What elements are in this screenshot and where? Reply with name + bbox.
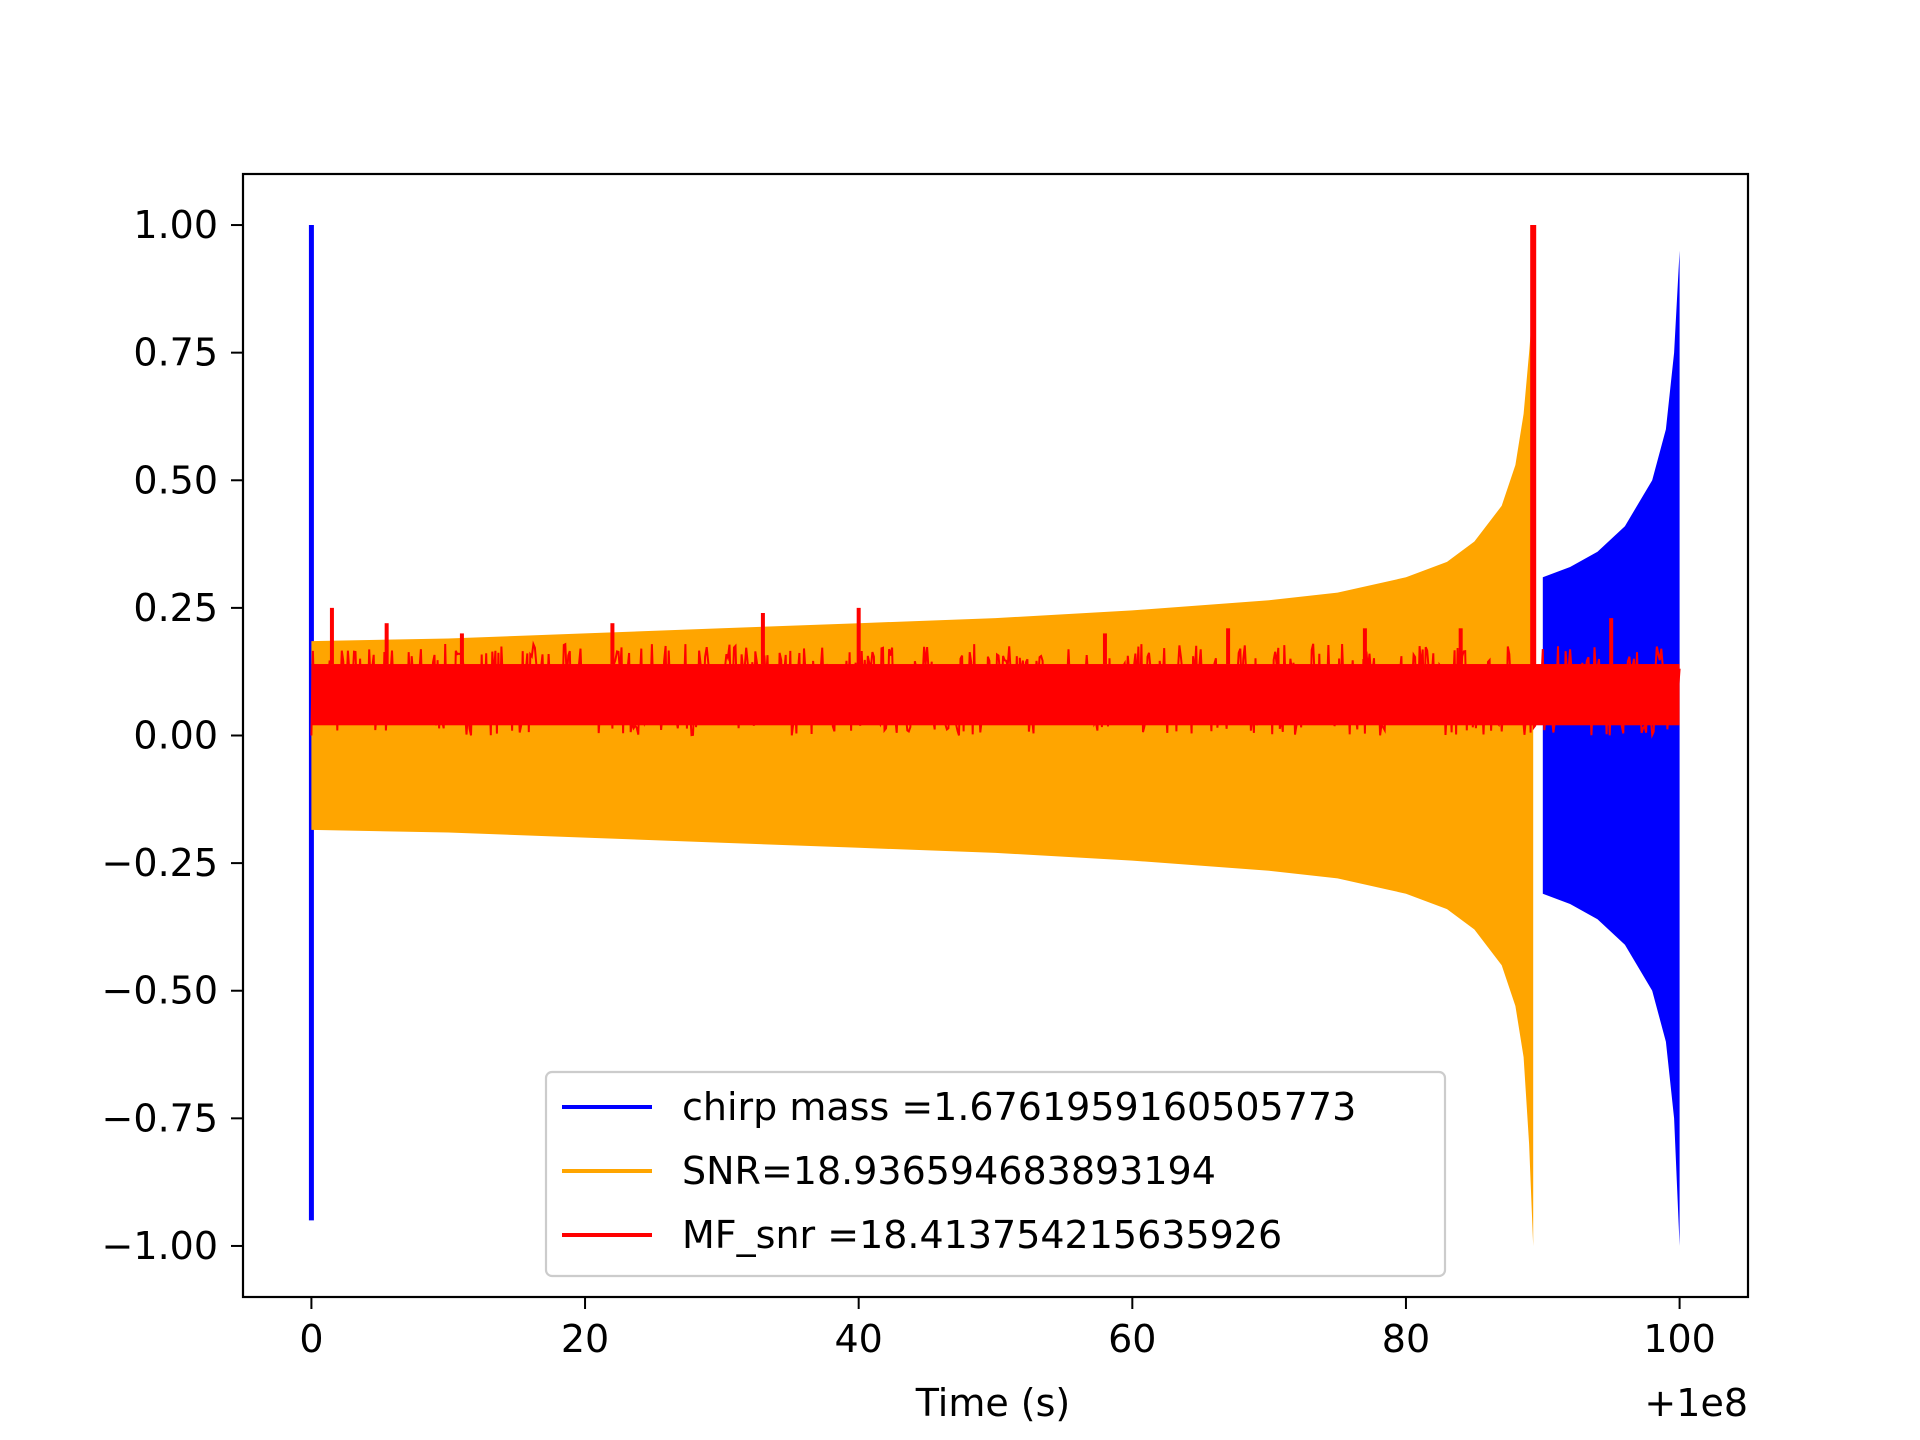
legend-frame	[544, 1070, 1447, 1278]
y-tick-label: 0.25	[133, 586, 218, 630]
chirp-mass-waveform	[1542, 250, 1680, 1247]
legend-label-mf-snr: MF_snr =18.413754215635926	[682, 1213, 1282, 1257]
x-tick-label: 60	[1108, 1317, 1156, 1361]
y-tick-label: −0.25	[102, 841, 218, 885]
y-tick-label: −0.50	[102, 969, 218, 1013]
legend: chirp mass =1.6761959160505773 SNR=18.93…	[544, 1070, 1447, 1278]
series-layer	[308, 225, 1681, 1247]
y-tick-label: 1.00	[133, 203, 218, 247]
legend-label-snr: SNR=18.936594683893194	[682, 1149, 1216, 1193]
x-tick-label: 100	[1643, 1317, 1716, 1361]
y-tick-label: −1.00	[102, 1224, 218, 1268]
x-tick-label: 80	[1382, 1317, 1430, 1361]
y-tick-label: 0.75	[133, 331, 218, 375]
x-tick-label: 40	[835, 1317, 883, 1361]
snr-waveform	[311, 301, 1534, 1247]
x-axis-offset: +1e8	[1644, 1381, 1748, 1425]
mf-snr-trace	[310, 640, 1681, 739]
x-axis: 0 20 40 60 80 100	[299, 1297, 1716, 1361]
y-tick-label: 0.00	[133, 714, 218, 758]
y-axis: 1.00 0.75 0.50 0.25 0.00 −0.25 −0.50 −0.75 −1.00	[102, 203, 243, 1268]
y-tick-label: −0.75	[102, 1096, 218, 1140]
x-tick-label: 0	[299, 1317, 323, 1361]
x-tick-label: 20	[561, 1317, 609, 1361]
x-axis-label: Time (s)	[915, 1381, 1071, 1425]
legend-label-chirp-mass: chirp mass =1.6761959160505773	[682, 1085, 1356, 1129]
y-tick-label: 0.50	[133, 458, 218, 502]
